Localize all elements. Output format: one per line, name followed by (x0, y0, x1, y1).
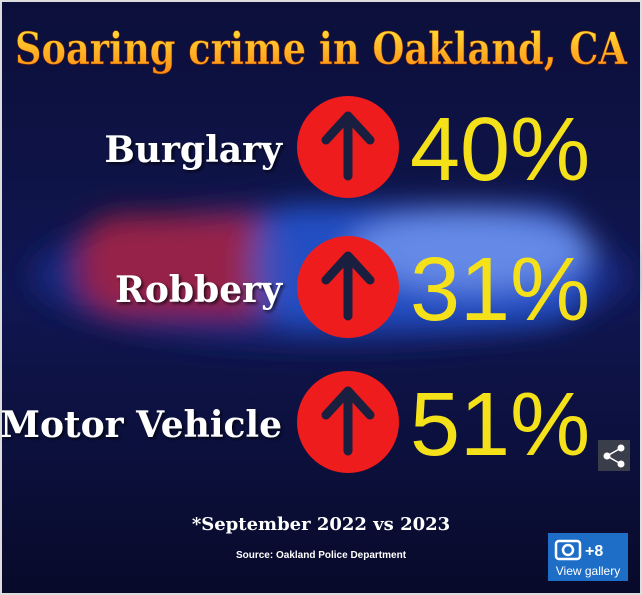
up-arrow (321, 111, 375, 181)
title: Soaring crime in Oakland, CA (15, 24, 628, 75)
stat-label: Motor Vehicle (0, 404, 282, 446)
gallery-button[interactable]: +8 View gallery (548, 533, 628, 581)
footnote: *September 2022 vs 2023 (192, 514, 450, 535)
camera-icon (554, 539, 582, 561)
share-button[interactable] (598, 440, 630, 471)
stat-value: 51% (410, 375, 590, 475)
share-bg[interactable] (598, 440, 630, 471)
gallery-label: View gallery (556, 564, 620, 578)
stat-row: Motor Vehicle 51% (0, 371, 590, 475)
up-arrow (321, 251, 375, 321)
stat-value: 40% (410, 100, 590, 200)
source: Source: Oakland Police Department (236, 550, 407, 561)
up-arrow (321, 386, 375, 456)
stat-label: Burglary (104, 129, 283, 171)
stat-row: Burglary 40% (104, 96, 590, 200)
camera-icon (561, 543, 575, 557)
gallery-count: +8 (585, 543, 603, 560)
stat-label: Robbery (115, 269, 283, 311)
stat-row: Robbery 31% (115, 236, 590, 340)
stat-value: 31% (410, 240, 590, 340)
share-icon (605, 447, 622, 465)
